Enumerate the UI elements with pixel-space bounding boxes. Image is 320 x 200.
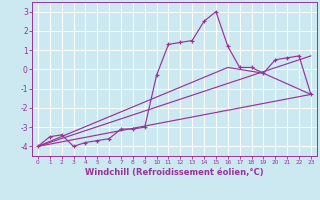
X-axis label: Windchill (Refroidissement éolien,°C): Windchill (Refroidissement éolien,°C) — [85, 168, 264, 177]
